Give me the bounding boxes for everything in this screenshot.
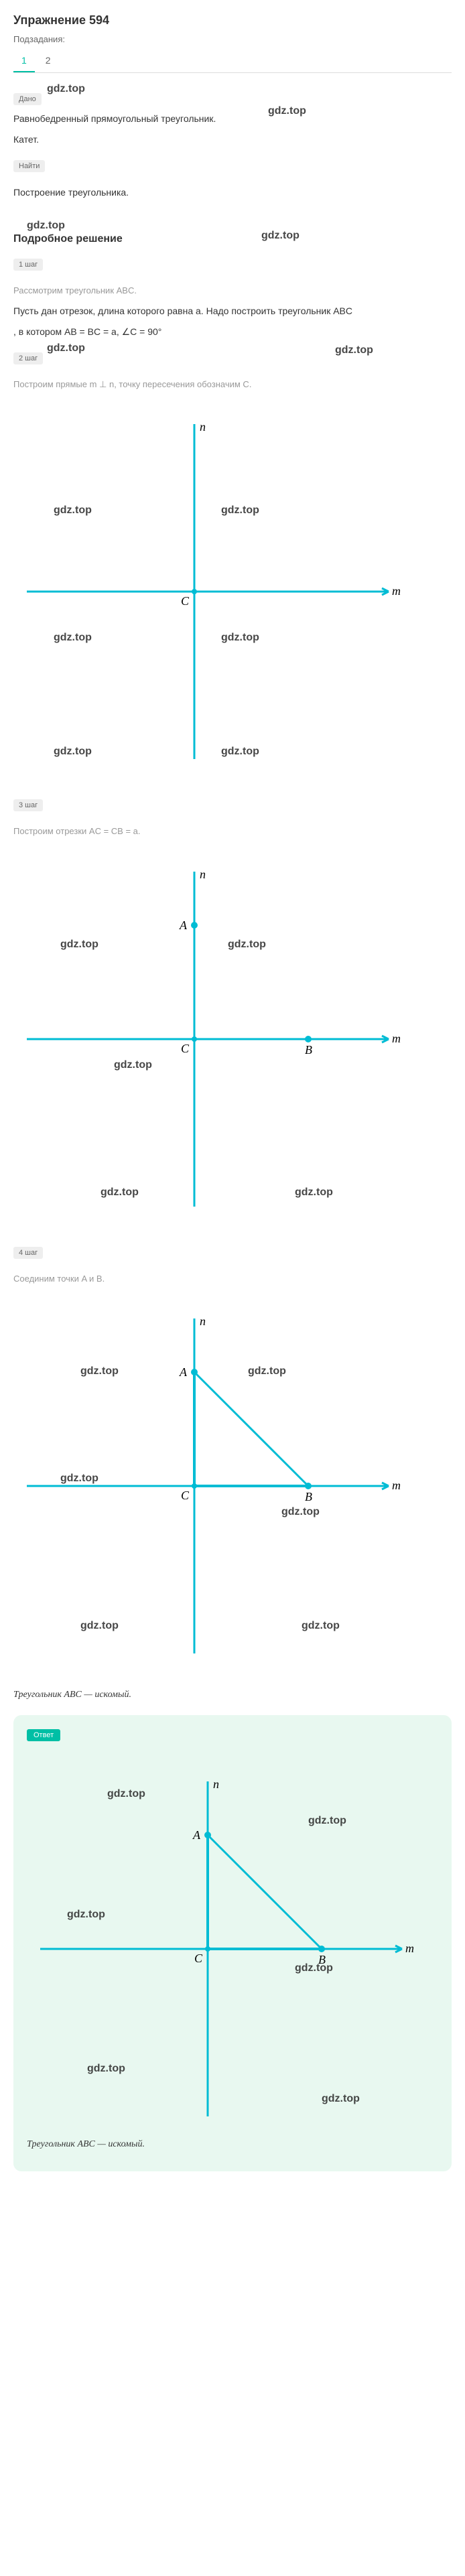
answer-result-text: Треугольник ABC — искомый. bbox=[27, 2137, 438, 2151]
find-text: Построение треугольника. bbox=[13, 186, 452, 200]
svg-text:C: C bbox=[181, 1042, 190, 1055]
step1-gray: Рассмотрим треугольник ABC. bbox=[13, 284, 452, 297]
answer-badge: Ответ bbox=[27, 1729, 60, 1741]
solution-title: Подробное решение bbox=[13, 213, 452, 245]
svg-text:n: n bbox=[200, 1314, 206, 1328]
step3-badge: 3 шаг bbox=[13, 799, 43, 811]
step1-badge: 1 шаг bbox=[13, 259, 43, 271]
step3-gray: Построим отрезки AC = CB = a. bbox=[13, 825, 452, 838]
subtasks-label: Подзадания: bbox=[13, 34, 452, 44]
step4-gray: Соединим точки A и B. bbox=[13, 1272, 452, 1286]
given-text: Равнобедренный прямоугольный треугольник… bbox=[13, 113, 216, 124]
svg-text:C: C bbox=[181, 594, 190, 608]
chart-answer: nmCAB gdz.top gdz.top gdz.top gdz.top gd… bbox=[27, 1761, 438, 2123]
step1-text-a: Пусть дан отрезок, длина которого равна … bbox=[13, 304, 452, 318]
watermark: gdz.top bbox=[47, 342, 85, 354]
svg-text:C: C bbox=[181, 1489, 190, 1502]
chart-step2: nmC gdz.top gdz.top gdz.top gdz.top gdz.… bbox=[13, 404, 452, 779]
svg-text:B: B bbox=[305, 1043, 312, 1057]
svg-text:m: m bbox=[405, 1942, 414, 1955]
svg-text:A: A bbox=[192, 1828, 201, 1842]
svg-text:n: n bbox=[213, 1777, 219, 1791]
watermark: gdz.top bbox=[47, 83, 85, 95]
svg-text:C: C bbox=[194, 1952, 203, 1965]
svg-text:n: n bbox=[200, 868, 206, 881]
step4-badge: 4 шаг bbox=[13, 1247, 43, 1259]
chart-step4: nmCAB gdz.top gdz.top gdz.top gdz.top gd… bbox=[13, 1298, 452, 1674]
svg-text:B: B bbox=[318, 1953, 326, 1966]
step2-gray: Построим прямые m ⊥ n, точку пересечения… bbox=[13, 378, 452, 391]
find-badge: Найти bbox=[13, 160, 45, 172]
svg-text:A: A bbox=[179, 1365, 188, 1379]
svg-text:B: B bbox=[305, 1490, 312, 1503]
svg-text:m: m bbox=[392, 584, 401, 598]
tabs: 1 2 bbox=[13, 50, 452, 73]
answer-box: Ответ nmCAB gdz.top gdz.top gdz.top gdz.… bbox=[13, 1715, 452, 2171]
result-text: Треугольник ABC — искомый. bbox=[13, 1687, 452, 1702]
katet-text: Катет. bbox=[13, 133, 452, 147]
given-badge: Дано bbox=[13, 93, 42, 105]
step2-badge: 2 шаг bbox=[13, 352, 43, 364]
chart-step3: nmCAB gdz.top gdz.top gdz.top gdz.top gd… bbox=[13, 852, 452, 1227]
svg-text:n: n bbox=[200, 420, 206, 433]
step1-text-b: , в котором AB = BC = a, ∠C = 90° bbox=[13, 325, 452, 339]
tab-2[interactable]: 2 bbox=[38, 50, 59, 71]
tab-1[interactable]: 1 bbox=[13, 50, 35, 72]
watermark: gdz.top bbox=[335, 344, 373, 356]
svg-text:A: A bbox=[179, 919, 188, 932]
svg-text:m: m bbox=[392, 1032, 401, 1045]
svg-text:m: m bbox=[392, 1479, 401, 1492]
exercise-title: Упражнение 594 bbox=[13, 13, 452, 27]
